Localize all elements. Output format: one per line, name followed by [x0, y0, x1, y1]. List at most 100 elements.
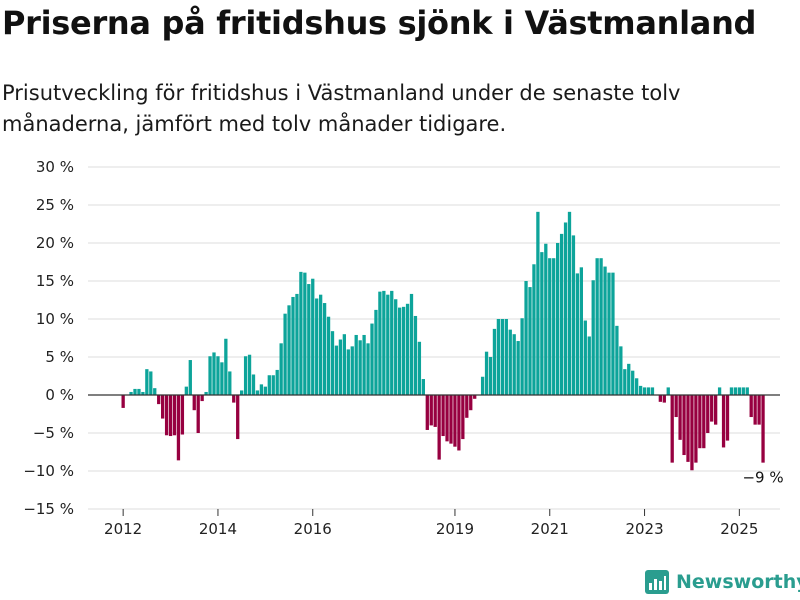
- bar: [307, 284, 311, 395]
- bar: [168, 395, 173, 437]
- bar: [548, 258, 552, 395]
- bar: [137, 388, 141, 395]
- bar: [579, 267, 583, 395]
- bar: [224, 338, 228, 395]
- bar: [145, 369, 149, 395]
- bar: [500, 319, 504, 395]
- bar: [425, 395, 429, 430]
- bar: [575, 273, 580, 395]
- bar: [192, 395, 196, 411]
- bar: [295, 293, 299, 395]
- bar: [650, 387, 655, 395]
- bar: [342, 334, 346, 395]
- bar: [563, 222, 568, 395]
- chart-title: Priserna på fritidshus sjönk i Västmanla…: [2, 4, 757, 42]
- bar: [172, 395, 177, 436]
- bar: [528, 287, 532, 395]
- y-tick-label: 30 %: [36, 158, 74, 176]
- annotations: −9 %: [742, 469, 783, 487]
- bar: [698, 395, 702, 449]
- bar: [761, 395, 765, 463]
- bar: [378, 291, 382, 395]
- bar: [236, 395, 240, 440]
- bar: [212, 352, 216, 395]
- bar: [275, 369, 279, 395]
- y-tick-label: −5 %: [33, 424, 74, 442]
- bar: [465, 395, 469, 418]
- bar: [311, 278, 315, 395]
- bar: [354, 334, 358, 395]
- bar: [749, 395, 753, 418]
- bar: [405, 303, 410, 395]
- bar: [263, 386, 267, 395]
- bar: [129, 391, 133, 395]
- bar: [449, 395, 453, 444]
- bar: [607, 272, 611, 395]
- bar: [567, 211, 572, 395]
- bar: [271, 375, 275, 395]
- bar: [338, 339, 343, 395]
- bar: [619, 346, 623, 395]
- bar: [291, 296, 295, 395]
- bar: [366, 343, 370, 395]
- bar: [220, 362, 224, 395]
- bar: [394, 299, 398, 395]
- bar: [409, 293, 414, 395]
- bar: [741, 387, 745, 395]
- bar: [330, 331, 335, 395]
- bar: [334, 345, 339, 395]
- bar: [188, 360, 192, 395]
- bar: [504, 319, 508, 395]
- y-tick-label: 15 %: [36, 272, 74, 290]
- bar: [611, 272, 615, 395]
- bar: [322, 303, 327, 395]
- newsworthy-logo-icon: [645, 570, 669, 594]
- bar: [315, 298, 319, 395]
- bar: [232, 395, 236, 403]
- bar: [512, 334, 516, 395]
- bar: [658, 395, 662, 402]
- bar: [662, 395, 666, 403]
- bar: [161, 395, 165, 419]
- bar: [725, 395, 730, 441]
- bar: [180, 395, 185, 435]
- bar: [603, 266, 607, 395]
- bar: [737, 387, 741, 395]
- bar: [184, 386, 188, 395]
- bar: [571, 235, 576, 395]
- bar: [255, 390, 260, 395]
- bar: [267, 375, 271, 395]
- bar: [445, 395, 449, 442]
- x-tick-label: 2023: [625, 520, 663, 538]
- x-axis-tick-labels: 2012 2014 2016 2019 2021 2023 2025: [104, 509, 758, 538]
- bar: [690, 395, 694, 471]
- bar: [599, 258, 603, 395]
- bar: [496, 319, 501, 395]
- bar: [176, 395, 181, 461]
- bar: [421, 379, 425, 395]
- bar: [157, 395, 161, 405]
- bar: [240, 390, 244, 395]
- bar: [287, 305, 291, 395]
- bar: [595, 258, 599, 395]
- bar: [714, 395, 718, 425]
- y-tick-label: 10 %: [36, 310, 74, 328]
- bar: [678, 395, 682, 440]
- bar: [556, 243, 560, 395]
- x-tick-label: 2016: [294, 520, 332, 538]
- bar: [303, 272, 307, 395]
- bar: [591, 280, 595, 395]
- bar: [350, 346, 354, 395]
- bar: [694, 395, 698, 463]
- bar: [635, 378, 639, 395]
- bar: [398, 307, 402, 395]
- y-tick-label: −15 %: [23, 500, 74, 518]
- bar: [243, 356, 248, 395]
- bar: [346, 349, 350, 395]
- grid-lines: [88, 166, 780, 510]
- bar: [121, 395, 125, 408]
- bar: [437, 395, 441, 460]
- bar: [552, 258, 556, 395]
- bar: [733, 387, 738, 395]
- bar: [149, 371, 153, 395]
